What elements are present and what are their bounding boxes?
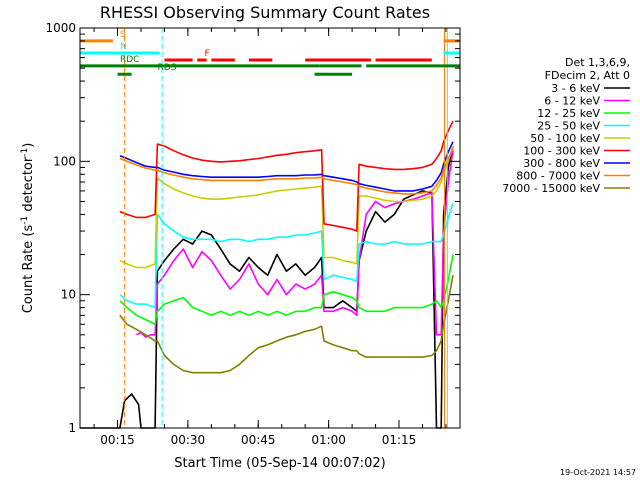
legend-label-4: 50 - 100 keV <box>530 132 600 145</box>
series-line-7 <box>119 148 454 195</box>
y-tick-label-2: 100 <box>53 154 76 168</box>
flag-label-4: RDS <box>158 63 177 73</box>
legend-label-0: 3 - 6 keV <box>551 82 600 95</box>
flag-bar-group: SN F RDC RDS <box>80 30 460 76</box>
x-tick-label-4: 01:15 <box>382 433 417 447</box>
flag-label-2: F <box>204 49 209 59</box>
chart-title: RHESSI Observing Summary Count Rates <box>100 3 430 22</box>
series-line-1 <box>135 150 454 339</box>
legend-label-3: 25 - 50 keV <box>537 120 600 133</box>
legend-label-7: 800 - 7000 keV <box>516 170 600 183</box>
x-tick-label-3: 01:00 <box>311 433 346 447</box>
y-axis-label-sup2: -1 <box>20 148 30 157</box>
vertical-marker-group <box>124 28 448 428</box>
legend-header-1: FDecim 2, Att 0 <box>545 69 630 82</box>
plot-frame <box>79 27 461 429</box>
x-tick-label-2: 00:45 <box>241 433 276 447</box>
flag-label-0: S <box>120 30 126 40</box>
y-axis-label-mid: detector <box>21 156 36 216</box>
series-line-2 <box>119 254 454 326</box>
y-axis-label-main: Count Rate (s <box>21 225 36 314</box>
y-axis: 1 10 100 1000 <box>45 21 460 435</box>
y-axis-label-end: ) <box>21 143 36 148</box>
y-tick-label-0: 1 <box>68 421 76 435</box>
legend-label-8: 7000 - 15000 keV <box>502 182 600 195</box>
x-tick-label-0: 00:15 <box>100 433 135 447</box>
y-axis-label-sup1: -1 <box>20 216 30 225</box>
series-line-3 <box>119 203 454 309</box>
legend-label-1: 6 - 12 keV <box>544 95 600 108</box>
legend-header-0: Det 1,3,6,9, <box>565 56 630 69</box>
x-axis-label: Start Time (05-Sep-14 00:07:02) <box>174 456 385 471</box>
legend-label-2: 12 - 25 keV <box>537 107 600 120</box>
y-tick-label-1: 10 <box>61 288 76 302</box>
x-axis: 00:15 00:30 00:45 01:00 01:15 <box>93 28 447 447</box>
series-line-4 <box>119 145 454 269</box>
flag-label-1: N <box>120 42 127 52</box>
legend-label-6: 300 - 800 keV <box>523 157 600 170</box>
series-line-6 <box>119 141 454 192</box>
series-line-0 <box>80 145 454 429</box>
x-tick-label-1: 00:30 <box>171 433 206 447</box>
footer-timestamp: 19-Oct-2021 14:57 <box>560 468 636 477</box>
series-line-8 <box>119 275 454 374</box>
y-tick-label-3: 1000 <box>45 21 76 35</box>
flag-label-3: RDC <box>120 55 139 65</box>
series-line-5 <box>119 120 454 232</box>
y-axis-label: Count Rate (s-1 detector-1) <box>20 143 36 314</box>
plot-series-group <box>80 120 454 429</box>
legend-label-5: 100 - 300 keV <box>523 145 600 158</box>
